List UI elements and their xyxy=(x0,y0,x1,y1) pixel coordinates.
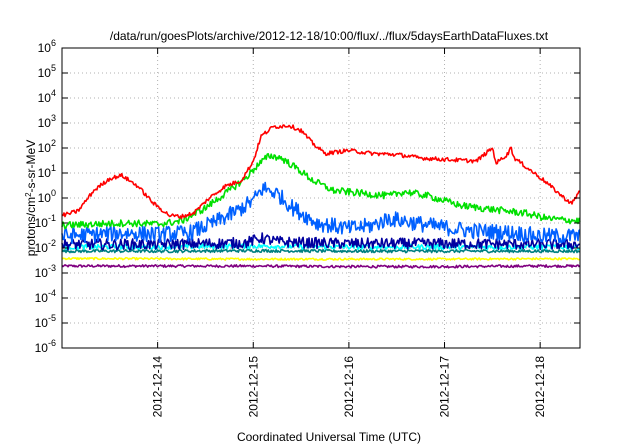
series-line-2 xyxy=(61,248,581,254)
y-tick-label: 10-6 xyxy=(35,338,56,355)
series-line-6 xyxy=(61,153,581,230)
y-tick-label: 10-3 xyxy=(35,263,56,280)
axis-ticks: 10-6 10-5 10-4 10-3 10-2 10-1 100 101 102 103 104 1… xyxy=(35,38,580,417)
series-layer xyxy=(61,124,581,269)
y-tick-label: 10-1 xyxy=(35,213,56,230)
x-tick-label: 2012-12-15 xyxy=(246,356,260,418)
y-axis-label: protons/cm2-s-sr-MeV xyxy=(24,140,39,256)
y-tick-label: 10-4 xyxy=(35,288,56,305)
series-line-7 xyxy=(61,124,581,220)
x-axis-label: Coordinated Universal Time (UTC) xyxy=(237,430,421,444)
x-tick-label: 2012-12-16 xyxy=(342,356,356,418)
series-line-4 xyxy=(61,232,581,251)
x-tick-label: 2012-12-14 xyxy=(151,356,165,418)
y-tick-label: 105 xyxy=(38,63,56,80)
y-axis-label-base: protons/cm xyxy=(24,197,38,256)
grid xyxy=(62,48,580,348)
y-tick-label: 103 xyxy=(38,113,56,130)
chart-title: /data/run/goesPlots/archive/2012-12-18/1… xyxy=(110,29,549,43)
y-axis-label-rest: -s-sr-MeV xyxy=(24,140,38,193)
y-tick-label: 102 xyxy=(38,138,56,155)
x-tick-label: 2012-12-18 xyxy=(533,356,547,418)
y-axis-label-sup: 2 xyxy=(24,192,33,197)
y-tick-label: 10-5 xyxy=(35,313,56,330)
y-tick-label: 101 xyxy=(38,163,56,180)
y-tick-label: 106 xyxy=(38,38,56,55)
y-tick-label: 10-2 xyxy=(35,238,56,255)
series-line-5 xyxy=(61,181,581,245)
series-line-1 xyxy=(61,256,580,261)
x-tick-label: 2012-12-17 xyxy=(438,356,452,418)
y-tick-label: 100 xyxy=(38,188,56,205)
y-tick-label: 104 xyxy=(38,88,56,105)
series-line-0 xyxy=(61,264,581,269)
svg-text:protons/cm2-s-sr-MeV: protons/cm2-s-sr-MeV xyxy=(24,140,39,256)
